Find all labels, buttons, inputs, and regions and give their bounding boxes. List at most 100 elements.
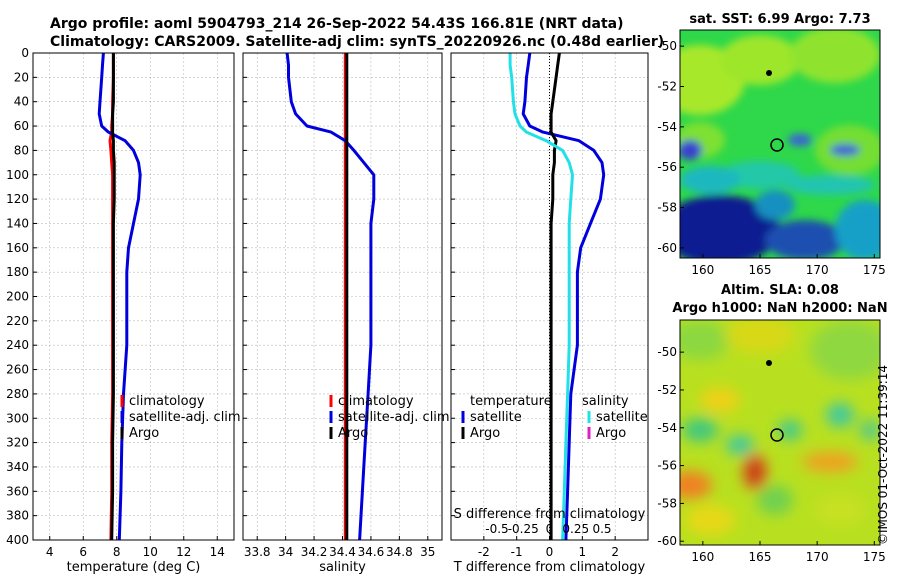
temperature-legend: climatology satellite-adj. clim Argo — [120, 394, 241, 441]
sst-map-axes: 160 165 170 175 -50 -52 -54 -56 -58 -60 — [657, 29, 886, 277]
map-y-tick-label: -50 — [657, 345, 677, 359]
top-axis-label: S difference from climatology — [454, 507, 646, 522]
y-tick-label: 60 — [14, 119, 29, 133]
map-y-tick-label: -52 — [657, 79, 677, 93]
legend-label: Argo — [129, 426, 159, 441]
x-axis-label: temperature (deg C) — [67, 560, 201, 575]
map-x-tick-label: 170 — [806, 263, 829, 277]
legend-label: satellite-adj. clim — [129, 410, 241, 425]
legend-label: Argo — [338, 426, 368, 441]
top-axis-tick-label: 0.5 — [592, 522, 611, 536]
difference-legend: temperature satellite Argo salinity sate… — [461, 394, 648, 441]
series-line-satellite-adj-clim — [97, 52, 142, 541]
x-tick-label: 4 — [46, 545, 54, 559]
x-tick-label: 35 — [420, 545, 435, 559]
map-y-tick-label: -56 — [657, 160, 677, 174]
legend-header-salinity: salinity — [582, 394, 629, 409]
x-tick-label: 6 — [79, 545, 87, 559]
x-axis-label: T difference from climatology — [453, 560, 646, 575]
figure-title-line2: Climatology: CARS2009. Satellite-adj cli… — [50, 34, 664, 50]
x-tick-label: 8 — [113, 545, 121, 559]
legend-label: Argo — [470, 426, 500, 441]
map-y-tick-label: -58 — [657, 496, 677, 510]
y-tick-label: 220 — [6, 314, 29, 328]
series-line-satellite-s — [508, 53, 574, 541]
difference-panel: -2 -1 0 1 2T difference from climatology -0.5… — [450, 52, 649, 575]
y-tick-label: 140 — [6, 216, 29, 230]
map-x-tick-label: 170 — [806, 550, 829, 564]
map-y-tick-label: -60 — [657, 241, 677, 255]
legend-label: climatology — [338, 394, 414, 409]
x-tick-label: 34.6 — [358, 545, 385, 559]
x-tick-label: 34 — [278, 545, 293, 559]
y-tick-label: 200 — [6, 290, 29, 304]
x-tick-label: 34.2 — [301, 545, 328, 559]
map-y-tick-label: -60 — [657, 534, 677, 548]
y-tick-label: 180 — [6, 265, 29, 279]
y-tick-label: 260 — [6, 363, 29, 377]
top-axis-tick-label: 0.25 — [562, 522, 589, 536]
x-tick-label: 34.4 — [329, 545, 356, 559]
map-frame — [679, 319, 881, 546]
series-line-argo-t — [549, 52, 561, 540]
y-tick-label: 400 — [6, 533, 29, 547]
x-tick-label: 0 — [546, 545, 554, 559]
sla-map-title-line1: Altim. SLA: 0.08 — [721, 283, 839, 298]
sla-map-image — [680, 320, 880, 545]
legend-label: satellite — [596, 410, 648, 425]
top-axis-tick-label: -0.25 — [508, 522, 539, 536]
y-tick-label: 360 — [6, 484, 29, 498]
map-x-tick-label: 165 — [749, 263, 772, 277]
series-line-argo — [110, 53, 116, 541]
map-y-tick-label: -52 — [657, 383, 677, 397]
figure-title-line1: Argo profile: aoml 5904793_214 26-Sep-20… — [50, 16, 624, 32]
top-axis-tick-label: 0 — [546, 522, 554, 536]
sst-map-image — [680, 30, 880, 258]
map-y-tick-label: -50 — [657, 39, 677, 53]
timestamp-stamp: ©IMOS 01-Oct-2022 11:39:14 — [876, 364, 890, 545]
x-axis-label: salinity — [319, 560, 366, 575]
series-line-satellite-t — [521, 52, 606, 541]
argo-position-marker — [770, 138, 784, 152]
y-tick-label: 380 — [6, 509, 29, 523]
legend-label: climatology — [129, 394, 205, 409]
sla-map-title-line2: Argo h1000: NaN h2000: NaN — [672, 301, 887, 316]
y-tick-label: 300 — [6, 411, 29, 425]
y-tick-label: 20 — [14, 70, 29, 84]
map-frame — [679, 29, 881, 259]
map-y-tick-label: -54 — [657, 120, 677, 134]
legend-label: Argo — [596, 426, 626, 441]
y-tick-label: 240 — [6, 338, 29, 352]
salinity-legend: climatology satellite-adj. clim Argo — [329, 394, 450, 441]
x-tick-label: -2 — [478, 545, 490, 559]
map-x-tick-label: 160 — [691, 550, 714, 564]
sla-map-axes: 160 165 170 175 -50 -52 -54 -56 -58 -60 — [657, 319, 886, 564]
legend-label: satellite-adj. clim — [338, 410, 450, 425]
x-tick-label: -1 — [511, 545, 523, 559]
argo-position-marker — [770, 428, 784, 442]
x-tick-label: 33.8 — [244, 545, 271, 559]
series-line-satellite-adj-clim — [285, 52, 376, 541]
y-tick-label: 160 — [6, 241, 29, 255]
temperature-panel: 4 6 8 10 12 14 temperature (deg C) 0 20 40 60 80 100… — [6, 46, 235, 575]
map-x-tick-label: 165 — [749, 550, 772, 564]
map-x-tick-label: 175 — [863, 550, 886, 564]
map-y-tick-label: -58 — [657, 201, 677, 215]
x-tick-label: 14 — [210, 545, 225, 559]
x-tick-label: 10 — [143, 545, 158, 559]
y-tick-label: 0 — [21, 46, 29, 60]
legend-header-temperature: temperature — [470, 394, 552, 409]
legend-label: satellite — [470, 410, 522, 425]
x-tick-label: 12 — [176, 545, 191, 559]
y-tick-label: 340 — [6, 460, 29, 474]
map-x-tick-label: 160 — [691, 263, 714, 277]
y-tick-label: 40 — [14, 95, 29, 109]
top-axis-tick-label: -0.5 — [485, 522, 508, 536]
salinity-panel: 33.8 34 34.2 34.4 34.6 34.8 35 salinity — [242, 52, 443, 575]
map-y-tick-label: -56 — [657, 459, 677, 473]
map-y-tick-label: -54 — [657, 421, 677, 435]
y-tick-label: 320 — [6, 436, 29, 450]
x-tick-label: 1 — [579, 545, 587, 559]
y-tick-label: 280 — [6, 387, 29, 401]
